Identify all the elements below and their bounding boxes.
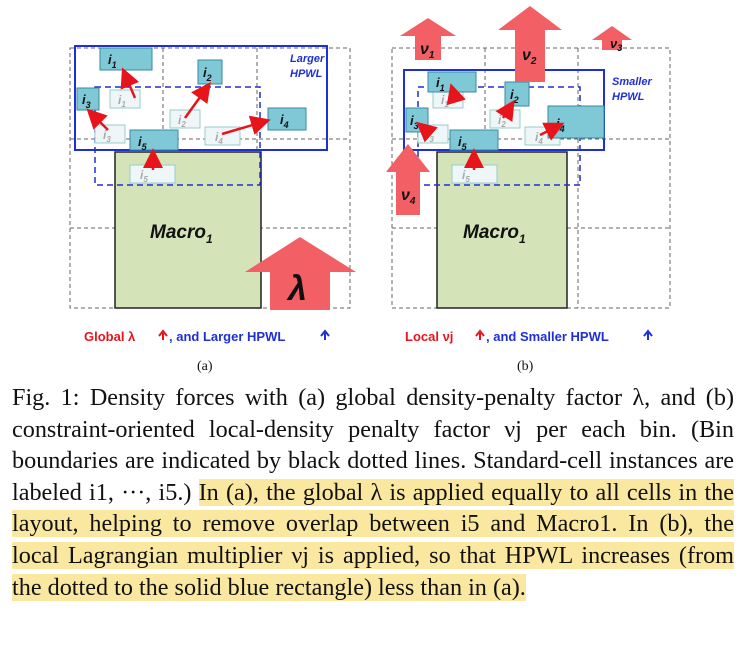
- svg-text:i1: i1: [436, 75, 445, 93]
- hpwl-solid-box-a: [74, 45, 328, 151]
- smaller-hpwl-note-2: HPWL: [612, 91, 645, 103]
- macro-label-b: Macro1: [463, 222, 526, 246]
- force-arrow-nu2: [498, 6, 562, 82]
- svg-text:i4: i4: [535, 130, 543, 146]
- panel-a: Macro1 Larger HPWL i1 i2 i3 i4 i5: [69, 45, 356, 374]
- svg-text:i3: i3: [82, 92, 91, 110]
- svg-text:i5: i5: [138, 134, 148, 152]
- svg-text:i2: i2: [510, 87, 519, 105]
- footer-b-prefix: Local νj: [405, 329, 453, 344]
- macro-label-a: Macro1: [150, 222, 213, 246]
- local-force-arrows: [386, 6, 632, 215]
- force-arrow-nu1: [400, 18, 456, 60]
- svg-text:i3: i3: [410, 113, 419, 131]
- svg-text:i2: i2: [178, 113, 186, 129]
- svg-text:i3: i3: [103, 128, 111, 144]
- footer-a-prefix: Global λ: [84, 329, 136, 344]
- svg-text:i4: i4: [280, 112, 289, 130]
- hpwl-dotted-box-a: [94, 86, 261, 186]
- larger-hpwl-note: Larger: [290, 53, 325, 65]
- panel-b: Macro1 Smaller HPWL i1 i2 i3 i4 i5 i1: [386, 6, 671, 374]
- svg-text:i1: i1: [118, 93, 126, 109]
- move-arrows-b: [416, 83, 565, 170]
- lambda-force-arrow: [245, 237, 356, 310]
- svg-text:i4: i4: [215, 130, 223, 146]
- svg-text:i2: i2: [203, 65, 212, 83]
- svg-text:i5: i5: [462, 168, 470, 184]
- smaller-hpwl-note: Smaller: [612, 76, 652, 88]
- footer-a: Global λ , and Larger HPWL: [84, 329, 330, 344]
- svg-text:i5: i5: [458, 134, 468, 152]
- cell-i2-a: [197, 59, 223, 85]
- svg-text:i5: i5: [140, 168, 148, 184]
- caption-text: Density forces with (a) global density-p…: [12, 384, 735, 506]
- figure-1: Macro1 Larger HPWL i1 i2 i3 i4 i5: [69, 6, 671, 374]
- force-arrow-nu4: [386, 144, 430, 215]
- footer-a-suffix: , and Larger HPWL: [169, 329, 285, 344]
- footer-b: Local νj , and Smaller HPWL: [405, 329, 653, 344]
- force-arrow-nu3: [592, 26, 632, 50]
- caption-fig-label: Fig. 1:: [12, 384, 80, 411]
- panel-b-label: (b): [517, 359, 534, 374]
- footer-b-suffix: , and Smaller HPWL: [486, 329, 609, 344]
- panel-a-label: (a): [197, 359, 213, 374]
- lambda-symbol: λ: [286, 270, 307, 308]
- larger-hpwl-note-2: HPWL: [290, 68, 323, 80]
- move-arrows-a: [86, 67, 271, 170]
- figure-caption: Fig. 1: Density forces with (a) global d…: [12, 382, 734, 603]
- svg-text:i1: i1: [108, 52, 117, 70]
